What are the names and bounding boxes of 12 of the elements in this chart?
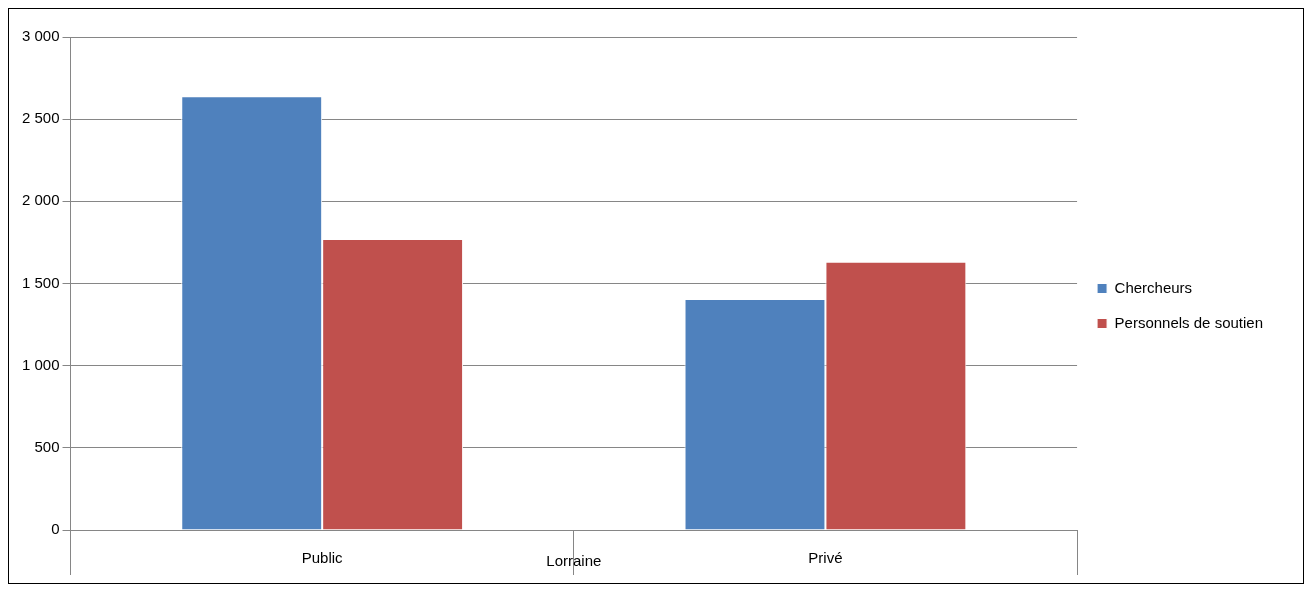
y-tick-label: 2 000 (21, 191, 60, 209)
x-tick-label: Public (301, 549, 344, 567)
y-tick-label: 1 000 (21, 355, 60, 373)
y-tick-label: 500 (34, 437, 60, 455)
y-tick-label: 2 500 (21, 109, 60, 127)
legend-label: Chercheurs (1114, 278, 1193, 296)
y-tick-label: 0 (51, 520, 60, 538)
y-tick-label: 3 000 (21, 27, 60, 45)
x-tick-label: Privé (808, 549, 843, 567)
y-tick-label: 1 500 (21, 273, 60, 291)
x-axis-title: Lorraine (546, 552, 602, 570)
legend-label: Personnels de soutien (1114, 313, 1263, 331)
